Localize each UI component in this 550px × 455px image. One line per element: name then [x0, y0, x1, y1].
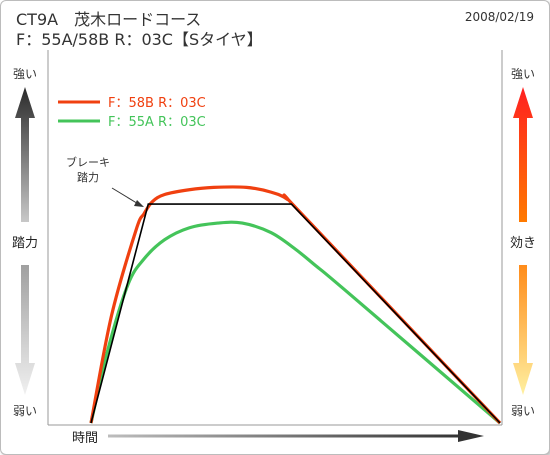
series-line-55a	[89, 220, 502, 425]
right-axis-top-label: 強い	[511, 67, 535, 81]
left-axis-top-label: 強い	[13, 67, 37, 81]
chart-title-line1: CT9A 茂木ロードコース	[16, 10, 202, 29]
annotation-line1: ブレーキ	[66, 155, 110, 169]
left-up-arrow-icon	[15, 87, 35, 222]
chart-title-line2: F：55A/58B R：03C【Sタイヤ】	[16, 30, 263, 49]
right-down-arrow-icon	[513, 265, 533, 395]
time-arrow-shaft	[108, 434, 460, 438]
series-line-58b	[89, 185, 502, 425]
left-axis-bottom-label: 弱い	[13, 404, 37, 418]
left-down-arrow-icon	[15, 265, 35, 395]
legend-label-55a: F：55A R：03C	[108, 115, 206, 130]
chart-title-block: CT9A 茂木ロードコース F：55A/58B R：03C【Sタイヤ】	[16, 10, 263, 50]
right-axis-bottom-label: 弱い	[511, 404, 535, 418]
annotation-line2: 踏力	[77, 170, 99, 184]
annotation-pointer-head-icon	[134, 200, 144, 207]
legend-label-58b: F：58B R：03C	[108, 96, 206, 111]
time-arrow-head-icon	[458, 430, 484, 442]
left-axis-label: 踏力	[12, 236, 38, 251]
series-layer	[89, 185, 502, 425]
right-up-arrow-icon	[513, 87, 533, 222]
chart-date: 2008/02/19	[464, 10, 534, 24]
annotation-pointer	[111, 187, 141, 206]
pedal-force-line	[90, 203, 501, 424]
right-axis-label: 効き	[510, 236, 536, 251]
x-axis-label: 時間	[72, 431, 98, 446]
